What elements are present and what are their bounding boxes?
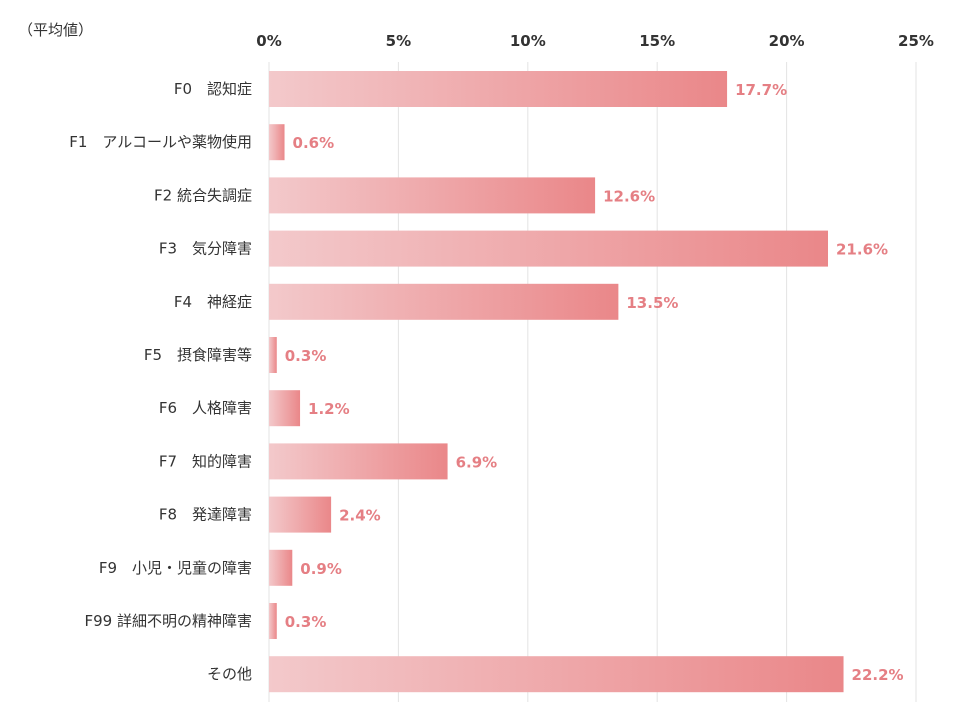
x-tick-label: 5%	[386, 32, 411, 50]
category-label: F99 詳細不明の精神障害	[85, 612, 252, 630]
value-label: 0.6%	[293, 134, 335, 152]
value-label: 22.2%	[852, 666, 904, 684]
x-tick-label: 10%	[510, 32, 546, 50]
x-tick-label: 25%	[898, 32, 934, 50]
x-axis-ticks: 0% 5% 10% 15% 20% 25%	[256, 32, 934, 50]
bar	[269, 71, 728, 107]
bars	[269, 71, 844, 693]
bar	[269, 390, 301, 427]
value-label: 0.9%	[300, 560, 342, 578]
category-label: その他	[207, 665, 252, 683]
bar	[269, 124, 285, 161]
value-label: 13.5%	[626, 294, 678, 312]
value-label: 2.4%	[339, 507, 381, 525]
x-tick-label: 0%	[256, 32, 281, 50]
bar	[269, 656, 844, 693]
category-label: F2 統合失調症	[154, 186, 252, 204]
bar	[269, 443, 448, 480]
value-label: 6.9%	[456, 453, 498, 471]
category-label: F0 認知症	[174, 80, 252, 98]
value-labels: 17.7% 0.6% 12.6% 21.6% 13.5% 0.3% 1.2% 6.9% 2.4%…	[285, 81, 904, 684]
category-labels: F0 認知症 F1 アルコールや薬物使用 F2 統合失調症 F3 気分障害 F4 神経症…	[69, 80, 252, 683]
bar	[269, 549, 293, 586]
x-tick-label: 20%	[769, 32, 805, 50]
value-label: 0.3%	[285, 347, 327, 365]
value-label: 0.3%	[285, 613, 327, 631]
category-label: F4 神経症	[174, 293, 252, 311]
value-label: 12.6%	[603, 187, 655, 205]
bar	[269, 283, 619, 320]
bar	[269, 496, 332, 533]
category-label: F5 摂食障害等	[144, 346, 252, 364]
category-label: F8 発達障害	[159, 506, 252, 524]
value-label: 1.2%	[308, 400, 350, 418]
gridlines	[268, 62, 917, 702]
bar	[269, 337, 277, 373]
value-label: 21.6%	[836, 241, 888, 259]
bar	[269, 603, 277, 639]
bar	[269, 177, 596, 214]
category-label: F7 知的障害	[159, 452, 252, 470]
value-label: 17.7%	[735, 81, 787, 99]
category-label: F6 人格障害	[159, 399, 252, 417]
category-label: F1 アルコールや薬物使用	[69, 133, 252, 151]
unit-note: （平均値）	[18, 21, 93, 39]
bar	[269, 230, 829, 267]
x-tick-label: 15%	[639, 32, 675, 50]
category-label: F3 気分障害	[159, 240, 252, 258]
category-label: F9 小児・児童の障害	[99, 559, 252, 577]
